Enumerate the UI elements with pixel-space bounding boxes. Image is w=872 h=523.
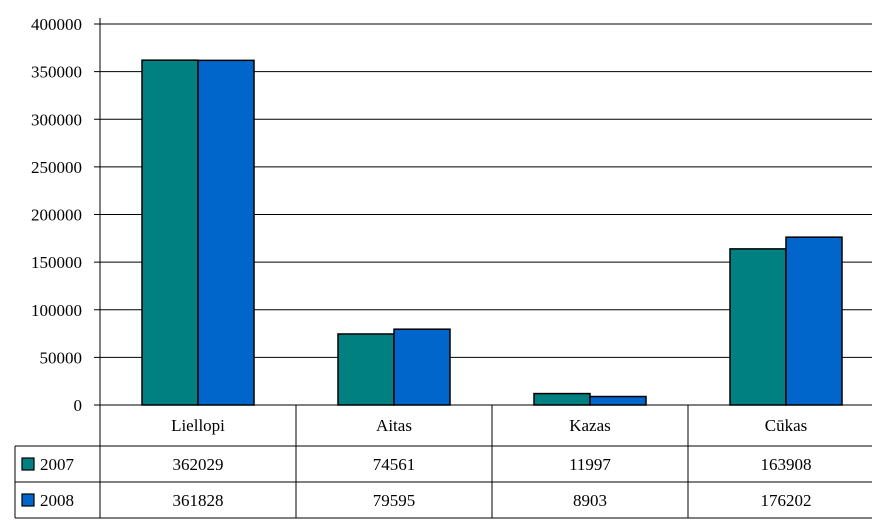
data-value: 176202 — [761, 491, 812, 510]
y-tick-label: 0 — [74, 396, 83, 415]
y-tick-label: 150000 — [31, 253, 82, 272]
bar-2007-Cūkas — [729, 248, 787, 406]
data-value: 11997 — [569, 455, 611, 474]
bar-2008-Cūkas — [785, 236, 843, 406]
legend-label: 2008 — [40, 491, 74, 510]
category-label: Kazas — [569, 416, 611, 435]
bars — [141, 59, 843, 406]
bar-2008-Liellopi — [197, 59, 255, 406]
data-value: 163908 — [761, 455, 812, 474]
data-value: 8903 — [573, 491, 607, 510]
y-tick-label: 50000 — [40, 348, 83, 367]
category-label: Liellopi — [171, 416, 225, 435]
y-tick-label: 200000 — [31, 206, 82, 225]
y-tick-label: 350000 — [31, 63, 82, 82]
data-value: 361828 — [173, 491, 224, 510]
category-label: Cūkas — [765, 416, 808, 435]
category-label: Aitas — [376, 416, 412, 435]
bar-2008-Kazas — [589, 395, 647, 406]
data-value: 362029 — [173, 455, 224, 474]
bar-2007-Kazas — [533, 392, 591, 406]
data-value: 79595 — [373, 491, 416, 510]
bar-2008-Aitas — [393, 328, 451, 406]
y-tick-label: 300000 — [31, 110, 82, 129]
legend-key-2007 — [21, 457, 35, 471]
bar-2007-Liellopi — [141, 59, 199, 406]
legend-label: 2007 — [40, 455, 75, 474]
data-table: Liellopi Aitas Kazas Cūkas 2007 362029 74561 11… — [14, 405, 872, 519]
y-tick-label: 250000 — [31, 158, 82, 177]
data-value: 74561 — [373, 455, 416, 474]
legend-key-2008 — [21, 493, 35, 507]
axes: 0 50000 100000 150000 200000 250000 300000 3500… — [31, 15, 872, 415]
y-tick-label: 400000 — [31, 15, 82, 34]
bar-2007-Aitas — [337, 333, 395, 406]
y-tick-label: 100000 — [31, 301, 82, 320]
